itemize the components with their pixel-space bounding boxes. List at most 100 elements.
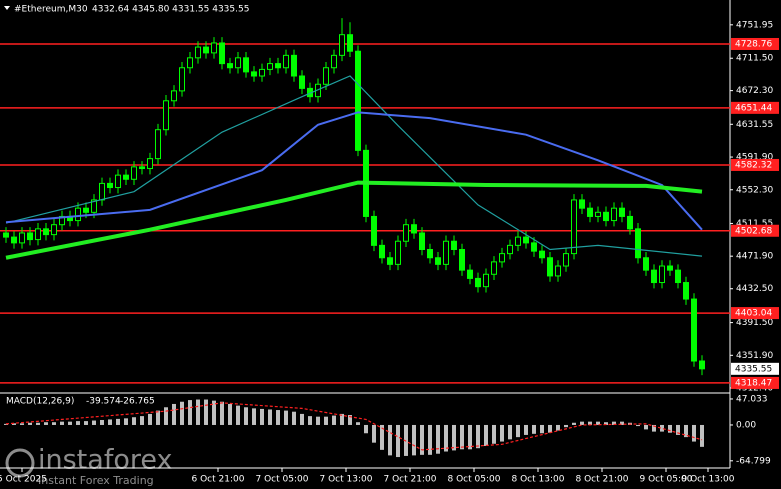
macd-value: -39.574: [86, 397, 121, 407]
candle-body: [555, 265, 561, 277]
candle-body: [291, 54, 297, 77]
macd-bar: [428, 424, 432, 455]
macd-bar: [660, 424, 664, 432]
macd-bar: [676, 424, 680, 435]
macd-bar: [268, 409, 272, 425]
candle-body: [35, 228, 41, 241]
candle-body: [427, 248, 433, 259]
x-tick-label: 7 Oct 05:00: [256, 475, 309, 485]
candle-body: [563, 253, 569, 267]
candle-body: [211, 42, 217, 54]
x-tick-label: 9 Oct 13:00: [682, 475, 735, 485]
macd-bar: [156, 410, 160, 425]
x-tick-label: 8 Oct 05:00: [448, 475, 501, 485]
macd-bar: [300, 413, 304, 425]
candle-body: [531, 242, 537, 252]
macd-bar: [12, 423, 16, 425]
candle-body: [651, 269, 657, 284]
macd-bar: [636, 424, 640, 427]
macd-bar: [204, 399, 208, 425]
candle-body: [419, 232, 425, 250]
macd-bar: [244, 407, 248, 425]
level-label-box: [731, 307, 779, 320]
y-tick-label: 4511.55: [736, 219, 773, 229]
macd-bar: [700, 424, 704, 447]
x-tick-label: 7 Oct 21:00: [384, 475, 437, 485]
macd-bar: [28, 422, 32, 425]
level-label-box: [731, 37, 779, 50]
candle-body: [163, 100, 169, 131]
macd-bar: [580, 421, 584, 425]
level-label-box: [731, 158, 779, 171]
candle-body: [171, 90, 177, 102]
candle-body: [99, 182, 105, 201]
candle-body: [523, 236, 529, 244]
macd-bar: [324, 416, 328, 425]
level-label: 4651.44: [735, 103, 772, 113]
macd-bar: [540, 424, 544, 434]
candle-body: [3, 232, 9, 238]
candle-body: [115, 174, 121, 189]
y-tick-label: 4631.55: [736, 120, 773, 130]
macd-bar: [100, 419, 104, 425]
candle-body: [299, 75, 305, 89]
macd-bar: [68, 421, 72, 425]
macd-bar: [340, 413, 344, 425]
macd-bar: [252, 408, 256, 425]
y-tick-label: 4711.50: [736, 54, 773, 64]
macd-bar: [92, 420, 96, 425]
y-tick-label: 4391.50: [736, 318, 773, 328]
candle-body: [179, 67, 185, 92]
macd-bar: [124, 418, 128, 425]
macd-bar: [180, 401, 184, 425]
candle-body: [483, 273, 489, 288]
macd-bar: [164, 407, 168, 425]
candle-body: [699, 360, 705, 370]
symbol-title: #Ethereum,M30: [14, 5, 88, 15]
macd-bar: [356, 422, 360, 425]
candle-body: [547, 257, 553, 277]
candle-body: [611, 207, 617, 222]
candle-body: [51, 224, 57, 236]
macd-bar: [332, 415, 336, 425]
candle-body: [139, 166, 145, 170]
candle-body: [475, 277, 481, 288]
candle-body: [403, 224, 409, 242]
macd-bar: [108, 419, 112, 425]
y-tick-label: 4672.30: [736, 86, 773, 96]
level-label: 4318.47: [735, 378, 772, 388]
macd-bar: [60, 421, 64, 425]
macd-bar: [492, 424, 496, 444]
x-tick-label: 8 Oct 21:00: [576, 475, 629, 485]
candle-body: [43, 228, 49, 236]
macd-bar: [612, 421, 616, 425]
candle-body: [507, 244, 513, 255]
macd-bar: [292, 411, 296, 425]
candle-body: [267, 63, 273, 70]
macd-bar: [500, 424, 504, 442]
y-tick-label: 4591.90: [736, 153, 773, 163]
candle-body: [435, 257, 441, 265]
macd-bar: [556, 424, 560, 431]
candle-body: [155, 129, 161, 160]
candle-body: [83, 207, 89, 213]
level-label-box: [731, 224, 779, 237]
brand: instaforex: [38, 445, 172, 476]
macd-bar: [436, 424, 440, 454]
candle-body: [539, 250, 545, 259]
candle-body: [675, 269, 681, 284]
candle-body: [75, 207, 81, 222]
candle-body: [19, 232, 25, 244]
macd-bar: [548, 424, 552, 433]
candle-body: [323, 67, 329, 85]
macd-bar: [236, 405, 240, 425]
macd-bar: [532, 424, 536, 434]
candle-body: [251, 71, 257, 77]
watermark: instaforex Instant Forex Trading: [5, 445, 172, 487]
candle-body: [203, 46, 209, 54]
y-tick-label: 4751.95: [736, 20, 773, 30]
macd-bar: [372, 424, 376, 443]
candle-body: [27, 232, 33, 241]
macd-bar: [412, 424, 416, 456]
